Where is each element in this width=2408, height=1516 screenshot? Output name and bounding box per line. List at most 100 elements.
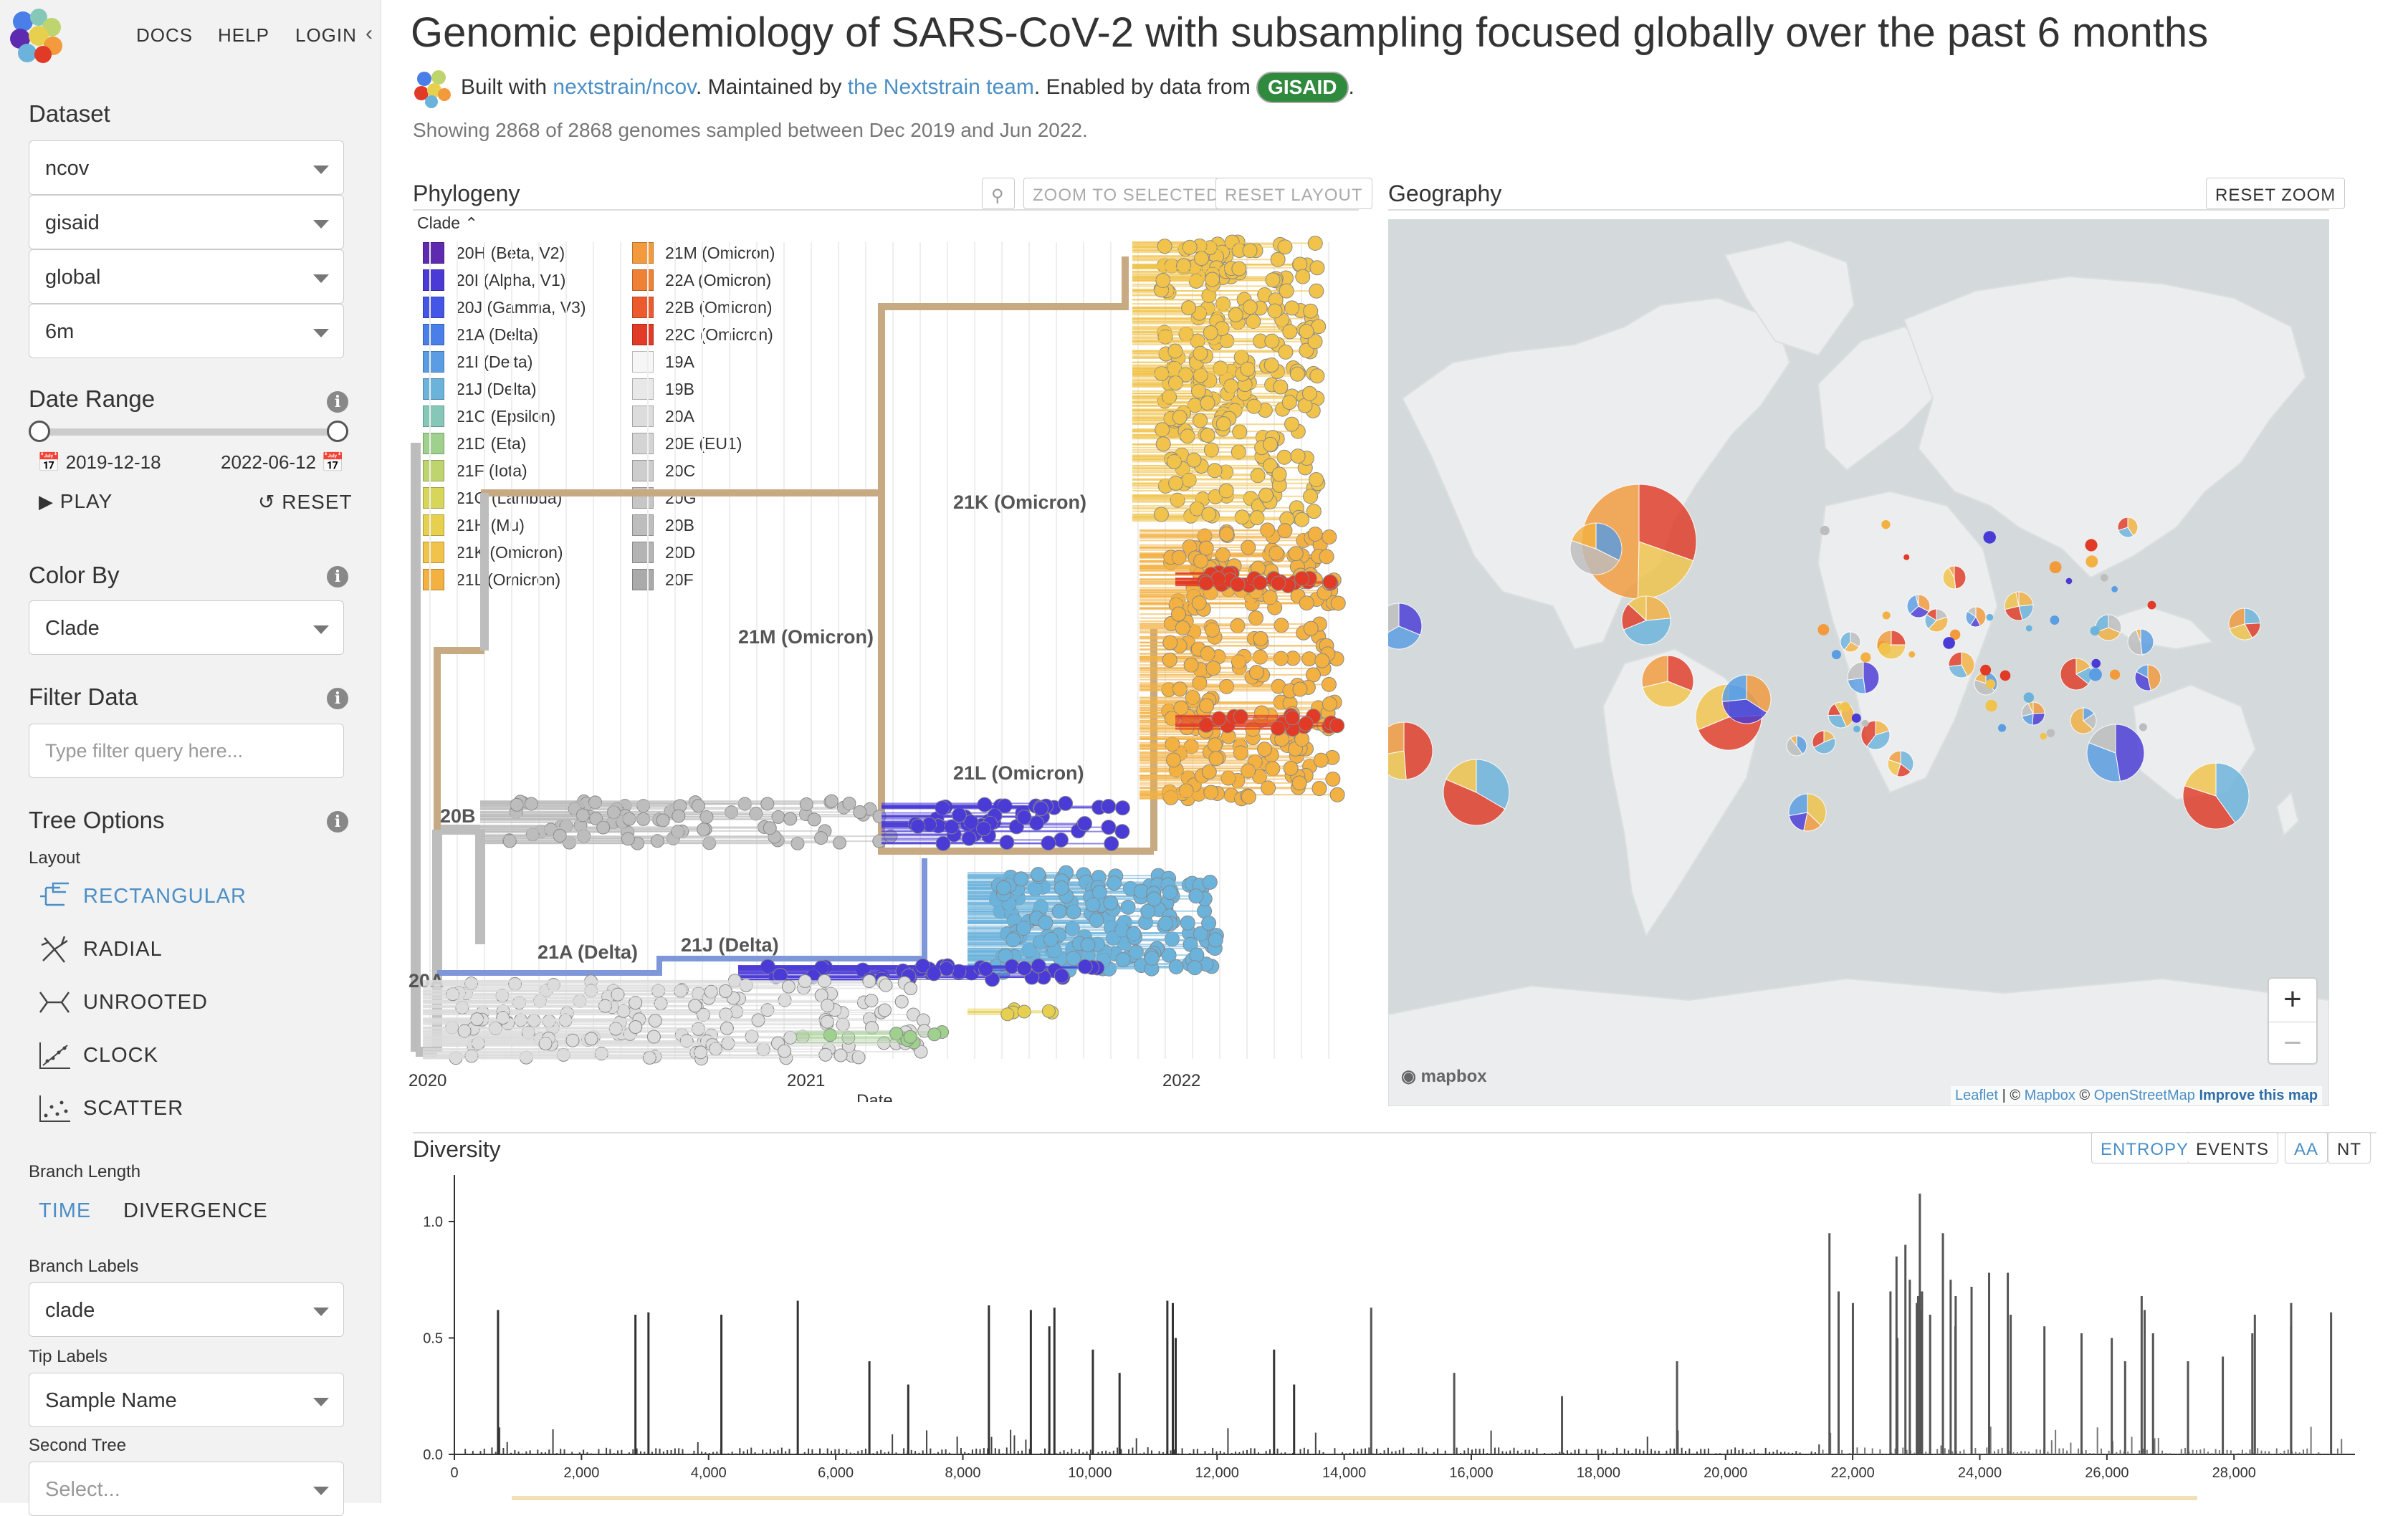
tip-21l[interactable] bbox=[1162, 653, 1177, 667]
entropy-bar-minor[interactable] bbox=[1105, 1451, 1107, 1454]
entropy-bar-minor[interactable] bbox=[1013, 1435, 1015, 1454]
entropy-bar[interactable] bbox=[1119, 1373, 1121, 1454]
tip-21l[interactable] bbox=[1231, 618, 1245, 633]
entropy-bar-minor[interactable] bbox=[1643, 1451, 1644, 1454]
tip-eta[interactable] bbox=[928, 1028, 941, 1041]
tip-20a[interactable] bbox=[710, 1042, 722, 1055]
entropy-bar-minor[interactable] bbox=[491, 1447, 492, 1454]
mapbox-logo[interactable]: ◉ mapbox bbox=[1401, 1066, 1487, 1087]
map-pie-slice[interactable] bbox=[1388, 722, 1404, 756]
tip-21l[interactable] bbox=[1330, 787, 1344, 802]
date-range-slider-track[interactable] bbox=[37, 428, 337, 436]
entropy-bar-minor[interactable] bbox=[2250, 1449, 2251, 1454]
entropy-bar-minor[interactable] bbox=[1193, 1449, 1195, 1454]
entropy-bar-minor[interactable] bbox=[1586, 1449, 1587, 1454]
tip-20a[interactable] bbox=[865, 994, 878, 1007]
entropy-bar-minor[interactable] bbox=[998, 1449, 1000, 1454]
entropy-bar-minor[interactable] bbox=[655, 1448, 656, 1454]
tip-21k[interactable] bbox=[1243, 300, 1257, 315]
entropy-bar-minor[interactable] bbox=[1307, 1449, 1309, 1454]
entropy-bar-minor[interactable] bbox=[975, 1449, 977, 1454]
entropy-bar-minor[interactable] bbox=[1708, 1449, 1709, 1454]
entropy-bar-minor[interactable] bbox=[1914, 1453, 1915, 1454]
entropy-bar-minor[interactable] bbox=[1334, 1448, 1335, 1454]
tip-21k[interactable] bbox=[1187, 453, 1201, 467]
entropy-bar-minor[interactable] bbox=[644, 1452, 645, 1454]
entropy-bar-minor[interactable] bbox=[1784, 1452, 1785, 1454]
entropy-bar-minor[interactable] bbox=[2260, 1451, 2262, 1454]
tip-21k[interactable] bbox=[1299, 325, 1314, 339]
entropy-bar-minor[interactable] bbox=[2002, 1448, 2003, 1454]
tip-20a[interactable] bbox=[629, 1020, 642, 1033]
entropy-bar[interactable] bbox=[1054, 1308, 1056, 1454]
entropy-bar-minor[interactable] bbox=[819, 1449, 821, 1454]
map-location-dot[interactable] bbox=[2091, 659, 2101, 668]
entropy-bar-minor[interactable] bbox=[1570, 1452, 1572, 1454]
entropy-bar-minor[interactable] bbox=[964, 1452, 965, 1454]
entropy-bar-minor[interactable] bbox=[663, 1452, 664, 1454]
entropy-bar-minor[interactable] bbox=[1811, 1452, 1812, 1454]
map-location-dot[interactable] bbox=[2024, 692, 2034, 702]
entropy-bar-minor[interactable] bbox=[617, 1451, 618, 1454]
entropy-bar-minor[interactable] bbox=[640, 1452, 641, 1454]
entropy-bar-minor[interactable] bbox=[2063, 1448, 2064, 1454]
entropy-bar-minor[interactable] bbox=[1315, 1433, 1317, 1454]
map-location-dot[interactable] bbox=[1903, 555, 1909, 560]
date-range-start[interactable]: 📅 2019-12-18 bbox=[37, 451, 161, 474]
tip-21j[interactable] bbox=[1054, 881, 1069, 895]
map-pie-slice[interactable] bbox=[1789, 794, 1807, 815]
branch-label[interactable]: 21K (Omicron) bbox=[953, 491, 1086, 513]
entropy-bar-minor[interactable] bbox=[1841, 1450, 1843, 1454]
tip-21k[interactable] bbox=[1310, 261, 1324, 275]
tip-21k[interactable] bbox=[1309, 472, 1324, 486]
entropy-bar-minor[interactable] bbox=[1780, 1452, 1782, 1454]
tip-20a[interactable] bbox=[895, 995, 908, 1008]
entropy-bar-minor[interactable] bbox=[1994, 1451, 1995, 1454]
entropy-bar-minor[interactable] bbox=[1086, 1452, 1088, 1454]
tip-21k[interactable] bbox=[1304, 304, 1318, 318]
entropy-bar-minor[interactable] bbox=[1974, 1448, 1976, 1454]
map-location-dot[interactable] bbox=[1985, 700, 1997, 711]
tip-21k[interactable] bbox=[1310, 369, 1324, 383]
entropy-bar[interactable] bbox=[1988, 1273, 1990, 1455]
entropy-bar-minor[interactable] bbox=[2211, 1453, 2212, 1454]
entropy-bar-minor[interactable] bbox=[479, 1451, 481, 1454]
entropy-bar-minor[interactable] bbox=[750, 1448, 752, 1454]
entropy-bar-minor[interactable] bbox=[671, 1450, 672, 1454]
tip-21l[interactable] bbox=[1322, 530, 1337, 544]
entropy-bar-minor[interactable] bbox=[1757, 1453, 1759, 1454]
map-location-dot[interactable] bbox=[1998, 724, 2006, 732]
tip-21k[interactable] bbox=[1302, 386, 1317, 400]
tip-21l[interactable] bbox=[1248, 611, 1263, 625]
nt-button[interactable]: NT bbox=[2328, 1132, 2371, 1164]
entropy-bar[interactable] bbox=[1561, 1396, 1563, 1454]
tip-21l[interactable] bbox=[1253, 631, 1268, 646]
tip-21l[interactable] bbox=[1322, 697, 1337, 711]
map-pie-slice[interactable] bbox=[1404, 722, 1433, 779]
tip-22c[interactable] bbox=[1330, 719, 1344, 733]
branch-length-divergence[interactable]: DIVERGENCE bbox=[123, 1199, 268, 1223]
entropy-bar-minor[interactable] bbox=[930, 1449, 931, 1454]
entropy-bar-minor[interactable] bbox=[583, 1449, 584, 1454]
map-location-dot[interactable] bbox=[1817, 624, 1829, 635]
entropy-bar-minor[interactable] bbox=[472, 1451, 474, 1454]
entropy-bar[interactable] bbox=[634, 1315, 636, 1454]
tip-21j[interactable] bbox=[1014, 872, 1028, 886]
layout-clock[interactable]: CLOCK bbox=[36, 1037, 158, 1073]
info-icon[interactable]: i bbox=[327, 811, 348, 833]
entropy-bar-minor[interactable] bbox=[1575, 1450, 1576, 1454]
tip-21k[interactable] bbox=[1272, 467, 1286, 481]
entropy-bar[interactable] bbox=[797, 1301, 799, 1455]
tip-22c[interactable] bbox=[1323, 575, 1337, 589]
entropy-bar-minor[interactable] bbox=[1010, 1430, 1011, 1454]
entropy-bar-minor[interactable] bbox=[1345, 1453, 1347, 1454]
tip-21k[interactable] bbox=[1241, 362, 1255, 376]
entropy-bar-minor[interactable] bbox=[553, 1429, 554, 1454]
tip-21k[interactable] bbox=[1251, 469, 1265, 483]
tip-21l[interactable] bbox=[1209, 752, 1223, 766]
tip-22c[interactable] bbox=[1271, 576, 1286, 590]
entropy-bar-minor[interactable] bbox=[2066, 1451, 2068, 1454]
entropy-bar-minor[interactable] bbox=[1277, 1449, 1279, 1454]
entropy-bar-minor[interactable] bbox=[2337, 1449, 2338, 1454]
entropy-bar[interactable] bbox=[1889, 1292, 1891, 1455]
